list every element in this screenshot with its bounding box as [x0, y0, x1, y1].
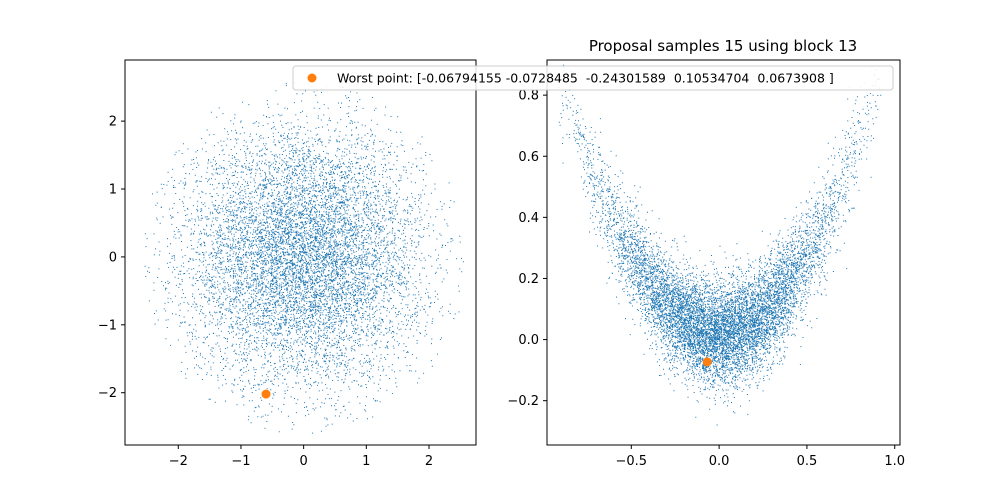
left-sample-scatter	[144, 81, 464, 434]
right-y-tick-label: 0.0	[518, 333, 539, 348]
right-y-tick-label: 0.6	[518, 150, 539, 165]
legend-marker	[307, 73, 317, 83]
left-x-tick-label: 0	[299, 454, 307, 469]
right-x-tick-label: 1.0	[884, 454, 905, 469]
left-y-tick-label: 0	[109, 250, 117, 265]
left-x-tick-label: −2	[169, 454, 188, 469]
left-worst-point-marker	[261, 389, 271, 399]
left-x-ticks: −2 −1 0 1 2	[169, 445, 433, 469]
left-axes-frame	[124, 59, 477, 446]
left-y-tick-label: −1	[98, 318, 117, 333]
left-y-tick-label: −2	[98, 386, 117, 401]
left-y-tick-label: 2	[109, 115, 117, 130]
right-x-tick-label: 0.5	[797, 454, 818, 469]
left-sample-points	[144, 81, 464, 434]
legend: Worst point: [-0.06794155 -0.0728485 -0.…	[292, 65, 894, 91]
left-x-tick-label: −1	[231, 454, 250, 469]
right-axes-frame	[546, 59, 901, 446]
legend-box	[292, 65, 894, 91]
left-x-tick-label: 2	[425, 454, 433, 469]
right-sample-points	[558, 64, 882, 426]
right-sample-scatter	[558, 64, 882, 426]
right-y-tick-label: −0.2	[507, 394, 539, 409]
right-axes: −0.5 0.0 0.5 1.0 −0.2 0.0 0.2 0.4 0.6 0.8 Propos…	[507, 37, 905, 469]
right-x-tick-label: 0.0	[709, 454, 730, 469]
left-axes: −2 −1 0 1 2 −2 −1 0 1 2	[98, 59, 477, 469]
right-y-tick-label: 0.2	[518, 272, 539, 287]
legend-label: Worst point: [-0.06794155 -0.0728485 -0.…	[337, 71, 834, 86]
right-chart-title: Proposal samples 15 using block 13	[589, 37, 857, 55]
right-y-tick-label: 0.8	[518, 89, 539, 104]
left-y-tick-label: 1	[109, 183, 117, 198]
right-x-ticks: −0.5 0.0 0.5 1.0	[616, 445, 905, 469]
right-x-tick-label: −0.5	[616, 454, 648, 469]
right-y-ticks: −0.2 0.0 0.2 0.4 0.6 0.8	[507, 89, 547, 409]
left-y-ticks: −2 −1 0 1 2	[98, 115, 125, 401]
right-worst-point-marker	[702, 357, 712, 367]
left-x-tick-label: 1	[362, 454, 370, 469]
right-y-tick-label: 0.4	[518, 211, 539, 226]
